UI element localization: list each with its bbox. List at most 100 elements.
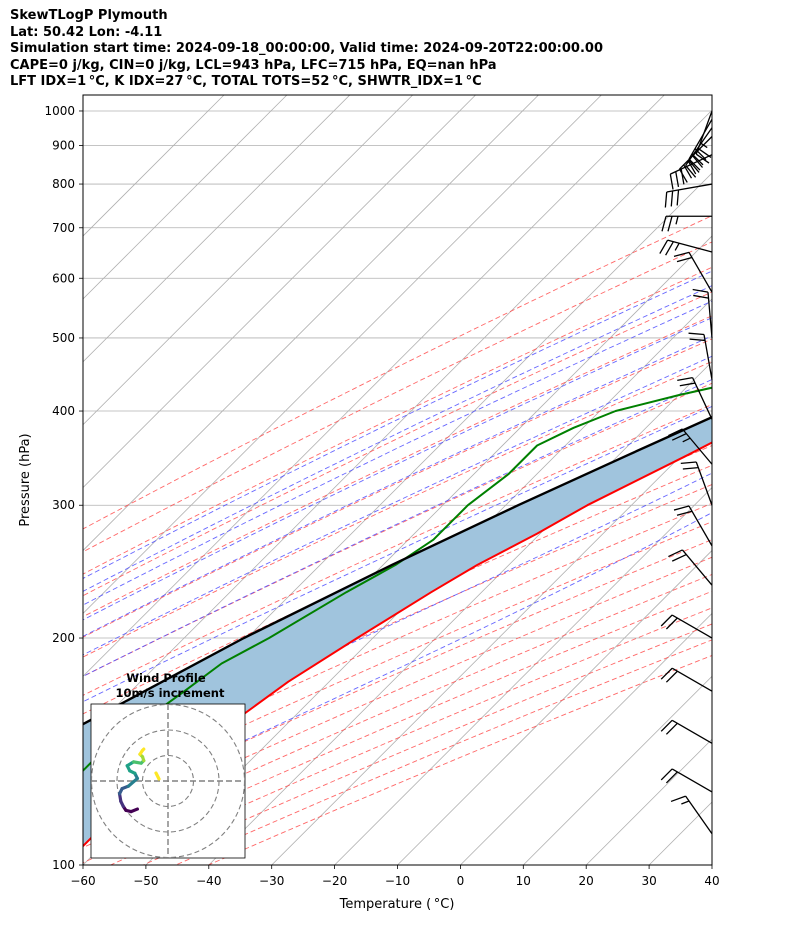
wind-barb-half-flag (674, 242, 680, 251)
wind-barb-flag (679, 382, 696, 387)
wind-barb-flag (673, 505, 690, 511)
isotherm-gridline (83, 95, 602, 614)
wind-barb-staff (688, 505, 713, 547)
wind-barb (673, 251, 713, 293)
wind-barb-flag (689, 338, 706, 342)
hodograph-segment (154, 771, 161, 781)
wind-barb-flag (668, 549, 683, 558)
wind-barb-flag (677, 376, 693, 381)
isotherm-gridline (83, 95, 225, 237)
x-tick-label: 10 (516, 874, 531, 888)
wind-barb-flag (665, 670, 678, 683)
wind-barb-flag (691, 153, 704, 166)
wind-barb-flag (669, 174, 674, 190)
wind-barb-flag (682, 467, 699, 470)
wind-barb-staff (703, 334, 713, 380)
moist-adiabat (83, 317, 712, 621)
isotherm-gridline (83, 95, 351, 363)
wind-barb-flag (671, 433, 687, 441)
dry-adiabat (83, 215, 712, 530)
hodograph-segment (126, 776, 139, 788)
wind-barb-flag (670, 190, 674, 207)
x-tick-label: 20 (579, 874, 594, 888)
wind-barb (660, 667, 713, 692)
isotherm-gridline (523, 675, 712, 865)
x-tick-label: −40 (196, 874, 221, 888)
isotherm-gridline (83, 95, 288, 300)
wind-barb-flag (688, 332, 705, 336)
wind-barb-flag (675, 171, 680, 188)
wind-barb-flag (676, 510, 693, 516)
moist-adiabat (83, 270, 712, 579)
wind-barb-flag (670, 795, 686, 803)
y-tick-label: 400 (52, 404, 75, 418)
dry-adiabat (83, 266, 712, 575)
wind-barb-flag (693, 294, 709, 299)
wind-barbs (659, 110, 713, 835)
wind-barb-flag (685, 165, 697, 178)
wind-barb-flag (668, 428, 683, 437)
stability-params: CAPE=0 j/kg, CIN=0 j/kg, LCL=943 hPa, LF… (10, 57, 497, 73)
dry-adiabat (83, 539, 712, 817)
wind-barb (660, 614, 713, 639)
moist-adiabat (83, 472, 712, 771)
x-tick-label: −20 (322, 874, 347, 888)
wind-barb-flag (680, 461, 697, 465)
wind-barb-staff (688, 252, 713, 293)
dry-adiabat (83, 360, 712, 658)
y-tick-label: 800 (52, 177, 75, 191)
moist-adiabat (83, 378, 712, 677)
x-tick-label: −50 (133, 874, 158, 888)
wind-barb-flag (660, 768, 673, 781)
y-tick-label: 700 (52, 221, 75, 235)
temperature-profile (83, 441, 712, 848)
chart-header: SkewTLogP Plymouth Lat: 50.42 Lon: -4.11… (10, 8, 603, 91)
wind-barb (669, 154, 713, 190)
wind-barb (688, 332, 713, 380)
isotherm-gridline (460, 612, 712, 865)
wind-barb (668, 428, 713, 465)
moist-adiabat (83, 285, 712, 592)
x-tick-label: −10 (385, 874, 410, 888)
wind-barb (660, 768, 713, 793)
wind-barb-staff (666, 183, 713, 193)
wind-barb-flag (676, 189, 680, 206)
dry-adiabat (83, 484, 712, 768)
wind-barb-flag (678, 168, 688, 183)
wind-barb-flag (667, 216, 673, 232)
wind-barb (661, 215, 712, 232)
wind-barb-half-flag (681, 800, 690, 805)
isotherm-gridline (83, 95, 476, 489)
wind-barb-flag (673, 251, 690, 258)
dry-adiabat (83, 338, 712, 638)
wind-barb (659, 239, 713, 256)
x-tick-label: 40 (704, 874, 719, 888)
wind-barb-flag (676, 256, 693, 263)
hodograph-segment (140, 747, 146, 753)
wind-barb-flag (687, 160, 697, 175)
dry-adiabat (83, 521, 712, 801)
wind-barb-flag (660, 614, 673, 627)
wind-barb-flag (680, 168, 685, 185)
wind-barb-flag (660, 667, 673, 680)
wind-barb-staff (679, 136, 713, 170)
wind-barb-staff (671, 768, 713, 793)
hodograph-inset: Wind Profile 10m/s increment (90, 671, 246, 859)
hodograph-subtitle: 10m/s increment (116, 686, 225, 700)
wind-barb-staff (671, 614, 713, 639)
wind-barb (677, 376, 713, 420)
isotherm-gridline (83, 95, 413, 426)
y-tick-label: 1000 (44, 104, 75, 118)
chart-title: SkewTLogP Plymouth (10, 8, 168, 23)
wind-barb-flag (692, 288, 709, 293)
isotherm-gridline (83, 95, 665, 677)
moist-adiabat (83, 405, 712, 703)
wind-barb-flag (661, 216, 667, 232)
isotherm-gridline (83, 95, 539, 552)
wind-barb-flag (688, 160, 700, 173)
wind-barb-staff (681, 428, 713, 465)
wind-barb-flag (665, 617, 678, 630)
isotherm-gridline (711, 864, 712, 865)
wind-barb (673, 505, 713, 547)
